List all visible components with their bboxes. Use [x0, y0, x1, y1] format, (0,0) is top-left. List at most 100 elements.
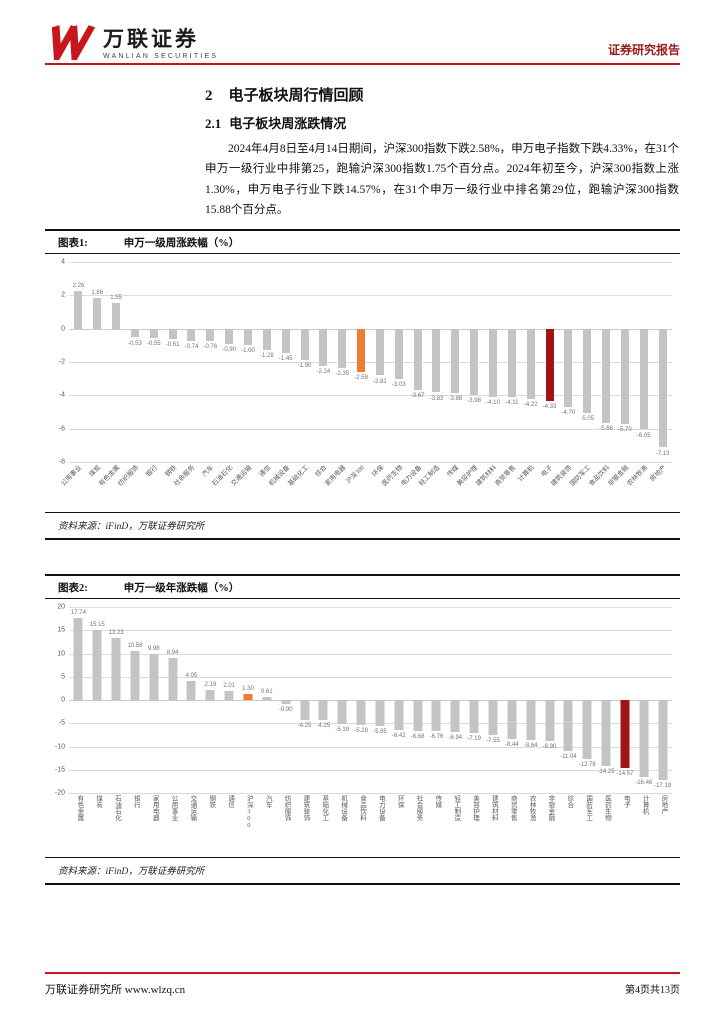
bar-value-label: -14.57: [616, 770, 634, 777]
bar-slot: 2.26: [69, 262, 88, 462]
x-tick-label: 钢铁: [163, 464, 178, 479]
x-tick-label: 银行: [132, 795, 140, 808]
bar-value-label: -3.67: [410, 392, 425, 399]
x-tick-cell: 有色金属: [69, 793, 88, 853]
x-tick-cell: 沪深300: [239, 793, 258, 853]
bar-汽车: [206, 328, 215, 342]
x-tick-label: 公用事业: [170, 795, 178, 821]
figure-1: 图表1: 申万一级周涨跌幅（%） 4 2 0 -2 -4 -6 -8 2.26 1.86 1.55…: [45, 229, 680, 540]
x-tick-label: 通信: [226, 795, 234, 808]
bar-value-label: -1.45: [278, 355, 293, 362]
bar-slot: -17.19: [653, 607, 672, 793]
bar-通信: [262, 328, 271, 350]
bar-传媒: [431, 700, 441, 732]
x-tick-label: 纺织服饰: [283, 795, 291, 821]
x-tick-cell: 农林牧渔: [521, 793, 540, 853]
x-tick-label: 机械设备: [339, 795, 347, 821]
bar-银行: [130, 650, 140, 700]
figure-2-label: 图表2:: [58, 583, 88, 594]
x-tick-cell: 电子: [615, 793, 634, 853]
bar-value-label: 9.98: [147, 645, 160, 652]
bar-value-label: 2.19: [204, 681, 217, 688]
x-tick-cell: 家用电器: [144, 793, 163, 853]
bar-电力设备: [375, 700, 385, 727]
bar-公用事业: [168, 658, 178, 700]
bar-value-label: 13.23: [108, 630, 124, 637]
bar-商贸零售: [507, 328, 516, 398]
bar-slot: -4.25: [295, 607, 314, 793]
bar-value-label: 1.55: [110, 294, 122, 301]
bar-slot: 2.01: [220, 607, 239, 793]
x-tick-label: 商贸零售: [509, 795, 517, 821]
bar-slot: 13.23: [107, 607, 126, 793]
gridline: [69, 462, 672, 463]
bar-slot: -6.68: [408, 607, 427, 793]
bar-slot: -6.05: [634, 262, 653, 462]
bar-value-label: -2.35: [335, 370, 350, 377]
bar-slot: -8.90: [540, 607, 559, 793]
bar-slot: -5.05: [578, 262, 597, 462]
bar-纺织服饰: [281, 700, 291, 705]
bar-基础化工: [318, 700, 328, 720]
gridline: [69, 769, 672, 771]
bar-非银金融: [545, 700, 555, 742]
bar-电子: [545, 328, 554, 401]
y-axis: 20 15 10 5 0 -5 -10 -15 -20: [49, 604, 69, 797]
figure-1-title: 申万一级周涨跌幅（%）: [123, 238, 240, 249]
bar-value-label: 1.30: [242, 685, 254, 692]
logo-name-en: WANLIAN SECURITIES: [103, 53, 219, 60]
bar-石油石化: [225, 328, 234, 344]
gridline: [69, 607, 672, 608]
gridline: [69, 295, 672, 297]
bar-环保: [375, 328, 384, 376]
x-tick-cell: 计算机: [634, 793, 653, 853]
bar-value-label: -6.42: [391, 732, 406, 739]
bar-value-label: -3.88: [448, 396, 463, 403]
bar-slot: -1.90: [295, 262, 314, 462]
x-tick-cell: 轻工制造: [418, 462, 446, 508]
bar-slot: -3.67: [408, 262, 427, 462]
bar-value-label: -8.90: [542, 744, 557, 751]
x-tick-cell: 计算机: [517, 462, 540, 508]
bar-value-label: -6.68: [410, 734, 425, 741]
bar-slot: -0.61: [163, 262, 182, 462]
bar-slot: -3.98: [465, 262, 484, 462]
bar-value-label: -12.78: [578, 762, 596, 769]
x-tick-cell: 银行: [126, 793, 145, 853]
bar-value-label: -4.25: [316, 722, 331, 729]
section-title: 电子板块周行情回顾: [228, 88, 364, 104]
figure-1-label: 图表1:: [58, 238, 88, 249]
gridline: [69, 262, 672, 263]
x-tick-label: 石油石化: [113, 795, 121, 821]
bar-value-label: -3.03: [391, 382, 406, 389]
gridline: [69, 746, 672, 748]
bar-农林牧渔: [639, 328, 648, 430]
x-tick-cell: 煤炭: [88, 793, 107, 853]
bar-slot: -2.24: [314, 262, 333, 462]
x-tick-label: 公用事业: [60, 464, 84, 488]
x-tick-label: 环保: [370, 464, 386, 479]
x-tick-label: 通信: [257, 464, 273, 479]
bar-slot: -3.88: [446, 262, 465, 462]
bar-value-label: 17.74: [70, 609, 86, 616]
bar-钢铁: [168, 328, 177, 339]
bar-value-label: -5.05: [580, 415, 595, 422]
y-tick-label: 15: [57, 626, 65, 634]
y-tick-label: -4: [58, 391, 65, 399]
bar-slot: -7.55: [484, 607, 503, 793]
x-tick-cell: 沪深300: [345, 462, 371, 508]
subsection-number: 2.1: [205, 116, 222, 131]
x-tick-label: 传媒: [433, 795, 441, 808]
bar-value-label: -1.90: [297, 363, 312, 370]
bar-value-label: -4.33: [542, 403, 557, 410]
gridline: [69, 793, 672, 794]
x-tick-cell: 商贸零售: [494, 462, 521, 508]
bar-slot: 9.98: [144, 607, 163, 793]
x-tick-cell: 通信: [220, 793, 239, 853]
section-number: 2: [205, 88, 213, 104]
bar-美容护理: [470, 328, 479, 395]
bar-value-label: -14.25: [597, 769, 615, 776]
y-tick-label: -2: [58, 358, 65, 366]
chart-body: 20 15 10 5 0 -5 -10 -15 -20 17.74 15.15 13.23 10.58…: [49, 604, 672, 853]
